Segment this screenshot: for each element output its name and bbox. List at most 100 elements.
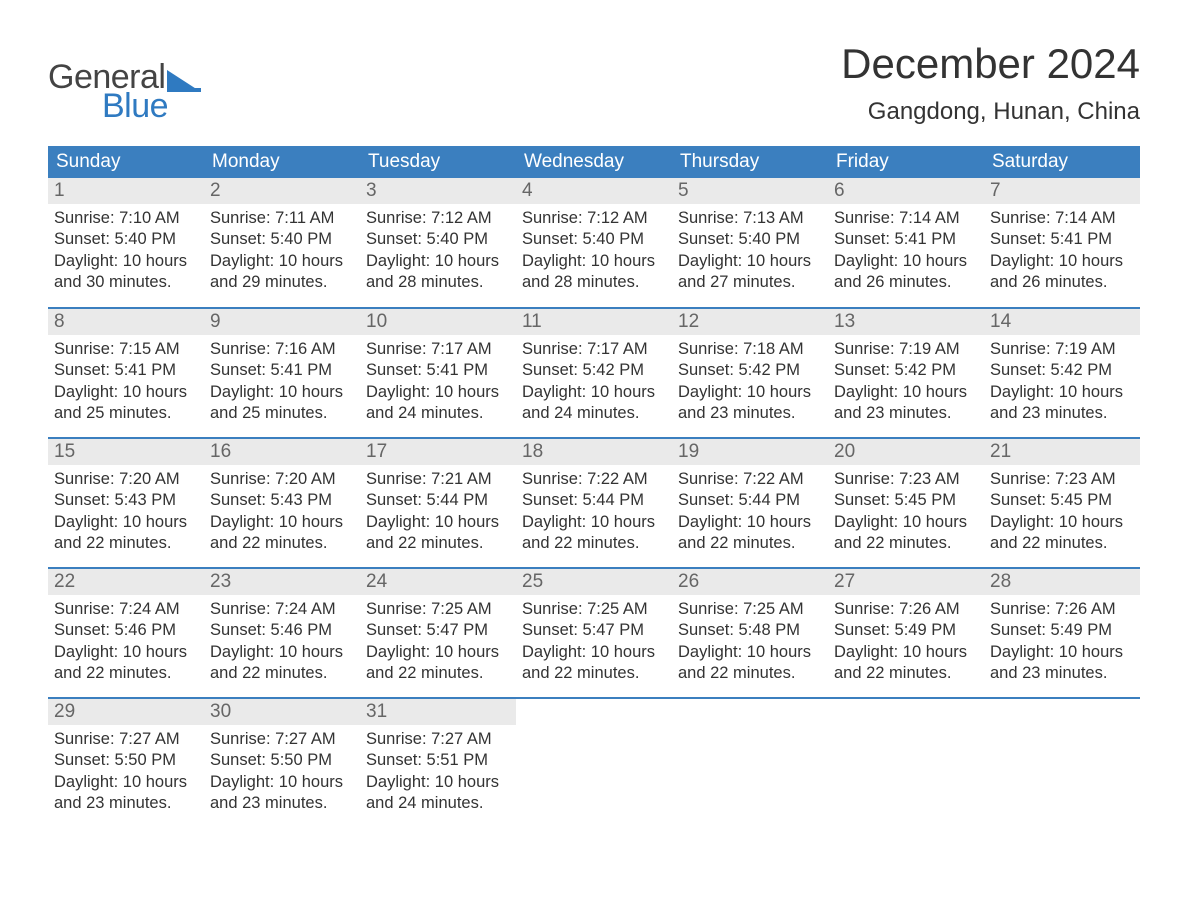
- sunset-line: Sunset: 5:47 PM: [366, 620, 510, 641]
- sunrise-line: Sunrise: 7:27 AM: [54, 729, 198, 750]
- day-number: 8: [48, 309, 204, 335]
- day-number: 26: [672, 569, 828, 595]
- day-body: Sunrise: 7:12 AMSunset: 5:40 PMDaylight:…: [360, 204, 516, 294]
- day-number: 29: [48, 699, 204, 725]
- sunrise-line: Sunrise: 7:25 AM: [678, 599, 822, 620]
- sunrise-line: Sunrise: 7:12 AM: [366, 208, 510, 229]
- calendar-cell: 8Sunrise: 7:15 AMSunset: 5:41 PMDaylight…: [48, 308, 204, 438]
- calendar-cell: 20Sunrise: 7:23 AMSunset: 5:45 PMDayligh…: [828, 438, 984, 568]
- daylight-line: Daylight: 10 hours and 23 minutes.: [210, 772, 354, 815]
- daylight-line: Daylight: 10 hours and 24 minutes.: [366, 772, 510, 815]
- daylight-line: Daylight: 10 hours and 30 minutes.: [54, 251, 198, 294]
- daylight-line: Daylight: 10 hours and 23 minutes.: [990, 382, 1134, 425]
- day-number: 28: [984, 569, 1140, 595]
- calendar-cell: 30Sunrise: 7:27 AMSunset: 5:50 PMDayligh…: [204, 698, 360, 828]
- day-body: Sunrise: 7:22 AMSunset: 5:44 PMDaylight:…: [672, 465, 828, 555]
- daylight-line: Daylight: 10 hours and 22 minutes.: [678, 512, 822, 555]
- weekday-header: Saturday: [984, 146, 1140, 178]
- day-body: Sunrise: 7:25 AMSunset: 5:48 PMDaylight:…: [672, 595, 828, 685]
- day-body: Sunrise: 7:24 AMSunset: 5:46 PMDaylight:…: [204, 595, 360, 685]
- sunset-line: Sunset: 5:49 PM: [834, 620, 978, 641]
- calendar-cell: 1Sunrise: 7:10 AMSunset: 5:40 PMDaylight…: [48, 178, 204, 308]
- sunset-line: Sunset: 5:50 PM: [54, 750, 198, 771]
- daylight-line: Daylight: 10 hours and 22 minutes.: [54, 642, 198, 685]
- calendar-week-row: 29Sunrise: 7:27 AMSunset: 5:50 PMDayligh…: [48, 698, 1140, 828]
- calendar-cell: [516, 698, 672, 828]
- sunset-line: Sunset: 5:40 PM: [366, 229, 510, 250]
- daylight-line: Daylight: 10 hours and 27 minutes.: [678, 251, 822, 294]
- day-body: Sunrise: 7:12 AMSunset: 5:40 PMDaylight:…: [516, 204, 672, 294]
- weekday-header: Wednesday: [516, 146, 672, 178]
- daylight-line: Daylight: 10 hours and 22 minutes.: [366, 642, 510, 685]
- calendar-cell: 10Sunrise: 7:17 AMSunset: 5:41 PMDayligh…: [360, 308, 516, 438]
- sunset-line: Sunset: 5:42 PM: [522, 360, 666, 381]
- location: Gangdong, Hunan, China: [841, 98, 1140, 126]
- sunset-line: Sunset: 5:42 PM: [990, 360, 1134, 381]
- sunset-line: Sunset: 5:40 PM: [210, 229, 354, 250]
- calendar-cell: 27Sunrise: 7:26 AMSunset: 5:49 PMDayligh…: [828, 568, 984, 698]
- daylight-line: Daylight: 10 hours and 25 minutes.: [210, 382, 354, 425]
- sunrise-line: Sunrise: 7:13 AM: [678, 208, 822, 229]
- day-number: 9: [204, 309, 360, 335]
- sunset-line: Sunset: 5:42 PM: [678, 360, 822, 381]
- sunset-line: Sunset: 5:45 PM: [834, 490, 978, 511]
- day-number: 25: [516, 569, 672, 595]
- day-number: 17: [360, 439, 516, 465]
- weekday-header: Tuesday: [360, 146, 516, 178]
- day-number: 7: [984, 178, 1140, 204]
- weekday-header: Monday: [204, 146, 360, 178]
- sunrise-line: Sunrise: 7:10 AM: [54, 208, 198, 229]
- day-body: Sunrise: 7:27 AMSunset: 5:51 PMDaylight:…: [360, 725, 516, 815]
- calendar-cell: 28Sunrise: 7:26 AMSunset: 5:49 PMDayligh…: [984, 568, 1140, 698]
- calendar-week-row: 8Sunrise: 7:15 AMSunset: 5:41 PMDaylight…: [48, 308, 1140, 438]
- logo: General Blue: [48, 40, 201, 126]
- daylight-line: Daylight: 10 hours and 22 minutes.: [834, 512, 978, 555]
- calendar-week-row: 22Sunrise: 7:24 AMSunset: 5:46 PMDayligh…: [48, 568, 1140, 698]
- daylight-line: Daylight: 10 hours and 22 minutes.: [678, 642, 822, 685]
- day-number: 11: [516, 309, 672, 335]
- calendar-cell: 26Sunrise: 7:25 AMSunset: 5:48 PMDayligh…: [672, 568, 828, 698]
- sunrise-line: Sunrise: 7:24 AM: [54, 599, 198, 620]
- sunset-line: Sunset: 5:46 PM: [210, 620, 354, 641]
- day-body: Sunrise: 7:20 AMSunset: 5:43 PMDaylight:…: [204, 465, 360, 555]
- calendar-cell: 6Sunrise: 7:14 AMSunset: 5:41 PMDaylight…: [828, 178, 984, 308]
- sunset-line: Sunset: 5:49 PM: [990, 620, 1134, 641]
- day-body: Sunrise: 7:25 AMSunset: 5:47 PMDaylight:…: [360, 595, 516, 685]
- daylight-line: Daylight: 10 hours and 22 minutes.: [990, 512, 1134, 555]
- calendar-cell: 15Sunrise: 7:20 AMSunset: 5:43 PMDayligh…: [48, 438, 204, 568]
- day-number: 22: [48, 569, 204, 595]
- day-number: 19: [672, 439, 828, 465]
- weekday-header: Sunday: [48, 146, 204, 178]
- daylight-line: Daylight: 10 hours and 24 minutes.: [366, 382, 510, 425]
- daylight-line: Daylight: 10 hours and 23 minutes.: [990, 642, 1134, 685]
- day-body: Sunrise: 7:14 AMSunset: 5:41 PMDaylight:…: [828, 204, 984, 294]
- sunrise-line: Sunrise: 7:19 AM: [990, 339, 1134, 360]
- sunrise-line: Sunrise: 7:26 AM: [834, 599, 978, 620]
- calendar-cell: 22Sunrise: 7:24 AMSunset: 5:46 PMDayligh…: [48, 568, 204, 698]
- day-number: 21: [984, 439, 1140, 465]
- calendar-cell: [984, 698, 1140, 828]
- day-body: Sunrise: 7:11 AMSunset: 5:40 PMDaylight:…: [204, 204, 360, 294]
- daylight-line: Daylight: 10 hours and 22 minutes.: [522, 642, 666, 685]
- calendar-cell: 18Sunrise: 7:22 AMSunset: 5:44 PMDayligh…: [516, 438, 672, 568]
- calendar-cell: 13Sunrise: 7:19 AMSunset: 5:42 PMDayligh…: [828, 308, 984, 438]
- day-number: 20: [828, 439, 984, 465]
- calendar-week-row: 1Sunrise: 7:10 AMSunset: 5:40 PMDaylight…: [48, 178, 1140, 308]
- day-body: Sunrise: 7:17 AMSunset: 5:41 PMDaylight:…: [360, 335, 516, 425]
- sunset-line: Sunset: 5:50 PM: [210, 750, 354, 771]
- header: General Blue December 2024 Gangdong, Hun…: [48, 40, 1140, 126]
- daylight-line: Daylight: 10 hours and 22 minutes.: [210, 512, 354, 555]
- sunset-line: Sunset: 5:48 PM: [678, 620, 822, 641]
- sunset-line: Sunset: 5:40 PM: [678, 229, 822, 250]
- sunset-line: Sunset: 5:44 PM: [522, 490, 666, 511]
- calendar-cell: 23Sunrise: 7:24 AMSunset: 5:46 PMDayligh…: [204, 568, 360, 698]
- sunset-line: Sunset: 5:42 PM: [834, 360, 978, 381]
- sunset-line: Sunset: 5:47 PM: [522, 620, 666, 641]
- sunset-line: Sunset: 5:41 PM: [990, 229, 1134, 250]
- daylight-line: Daylight: 10 hours and 23 minutes.: [834, 382, 978, 425]
- day-body: Sunrise: 7:27 AMSunset: 5:50 PMDaylight:…: [48, 725, 204, 815]
- calendar-cell: 17Sunrise: 7:21 AMSunset: 5:44 PMDayligh…: [360, 438, 516, 568]
- sunset-line: Sunset: 5:41 PM: [834, 229, 978, 250]
- day-body: Sunrise: 7:21 AMSunset: 5:44 PMDaylight:…: [360, 465, 516, 555]
- day-body: Sunrise: 7:19 AMSunset: 5:42 PMDaylight:…: [984, 335, 1140, 425]
